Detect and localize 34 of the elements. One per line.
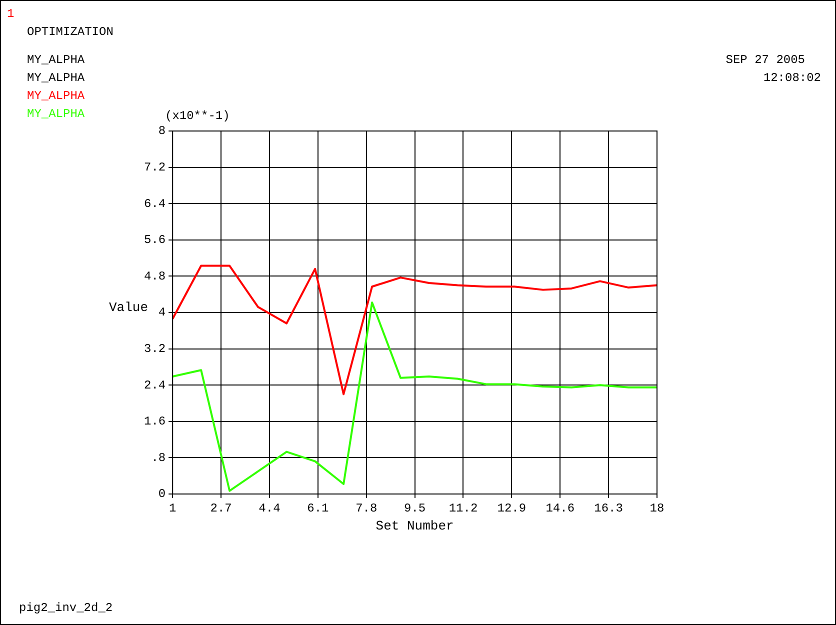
x-tick-label: 9.5 <box>404 501 426 516</box>
x-tick-label: 11.2 <box>448 501 478 516</box>
text: MY_ALPHA <box>27 88 85 105</box>
y-tick-label: 3.2 <box>144 342 166 356</box>
text: (x10**-1) <box>165 108 230 125</box>
x-axis-title: Set Number <box>376 518 454 534</box>
x-tick-label: 4.4 <box>258 501 280 516</box>
y-tick-label: 4 <box>158 306 166 320</box>
x-tick-label: 12.9 <box>497 501 526 516</box>
x-tick-label: 6.1 <box>307 501 329 516</box>
x-tick-label: 1 <box>169 501 176 516</box>
text: OPTIMIZATION <box>27 24 114 41</box>
y-tick-label: 6.4 <box>144 196 166 211</box>
text: MY_ALPHA <box>27 52 85 69</box>
text: MY_ALPHA <box>27 70 85 87</box>
y-tick-label: 5.6 <box>144 233 166 248</box>
x-tick-label: 7.8 <box>356 501 378 516</box>
text: SEP 27 2005 <box>726 52 805 69</box>
x-tick-label: 2.7 <box>210 501 232 516</box>
text: 1 <box>7 6 14 23</box>
x-tick-label: 18 <box>650 501 664 516</box>
y-tick-label: 4.8 <box>144 269 166 284</box>
y-tick-label: 0 <box>158 487 166 502</box>
text: MY_ALPHA <box>27 106 85 123</box>
y-tick-label: 1.6 <box>144 414 166 429</box>
y-tick-label: 7.2 <box>144 160 166 174</box>
x-tick-label: 16.3 <box>594 501 623 516</box>
y-tick-label: .8 <box>151 450 166 465</box>
x-tick-label: 14.6 <box>546 501 575 516</box>
y-tick-label: 2.4 <box>144 378 166 392</box>
y-tick-label: 8 <box>158 124 166 138</box>
text: 12:08:02 <box>763 70 821 87</box>
text: pig2_inv_2d_2 <box>19 600 113 617</box>
y-axis-title: Value <box>109 299 148 317</box>
